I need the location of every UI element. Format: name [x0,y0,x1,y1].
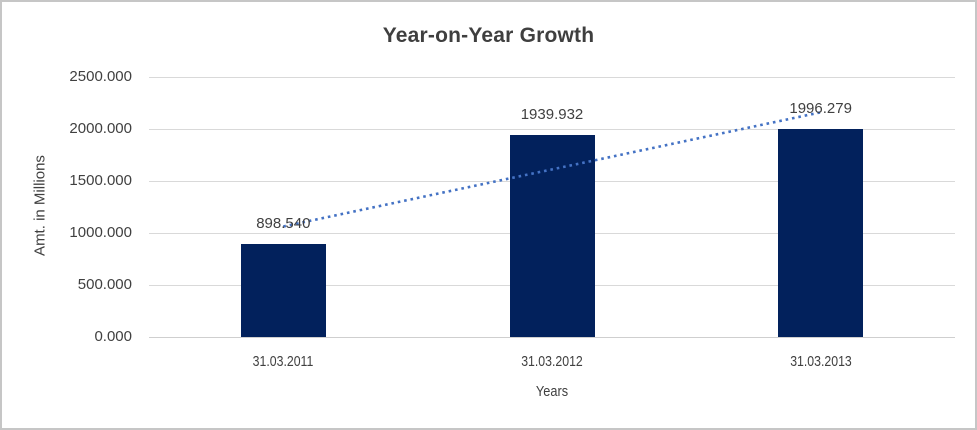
trendline [283,111,821,228]
plot-area: 898.540 1939.932 1996.279 [149,76,955,338]
x-tick-label: 31.03.2012 [521,353,583,370]
y-tick-label: 2000.000 [69,120,132,137]
chart-title: Year-on-Year Growth [382,24,595,47]
data-label: 1996.279 [789,100,852,118]
gridline [149,76,955,78]
data-label: 898.540 [256,214,311,232]
bar-31.03.2013 [778,129,864,337]
y-tick-label: 1000.000 [69,224,132,241]
y-axis-title: Amt. in Millions [31,155,49,256]
x-tick-label: 31.03.2011 [253,353,314,370]
x-tick-label: 31.03.2013 [789,353,852,370]
y-tick-label: 500.000 [77,276,132,293]
y-tick-label: 2500.000 [69,68,132,85]
x-axis-title: Years [535,383,569,400]
y-tick-label: 1500.000 [69,172,132,189]
data-label: 1939.932 [520,106,584,124]
gridline [149,128,955,130]
y-tick-label: 0.000 [94,328,132,345]
bar-31.03.2011 [240,243,326,337]
